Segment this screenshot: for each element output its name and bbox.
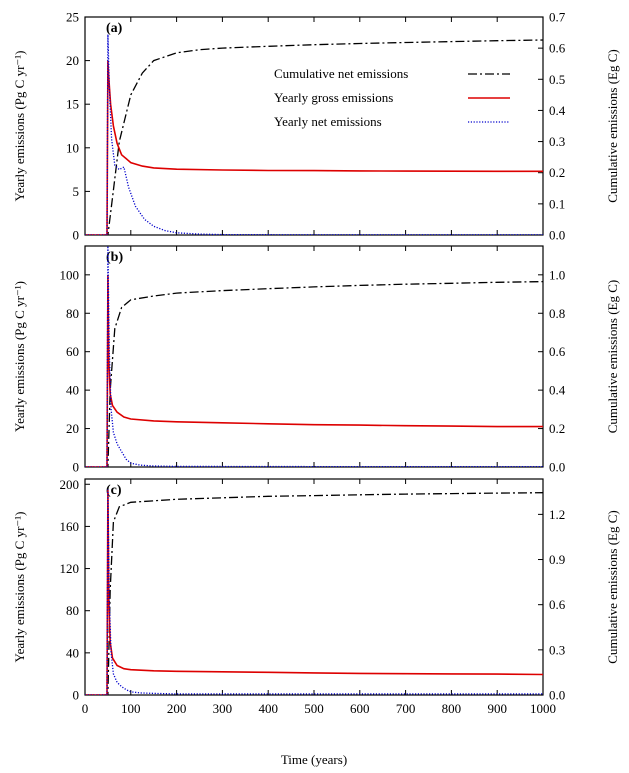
right-axis-label: Cumulative emissions (Eg C): [605, 280, 620, 433]
left-tick-label: 120: [60, 561, 80, 576]
panel-b: 0 20 40 60 80 100 0.0 0.2 0.4 0.6 0.8 1.0 Yearly emi…: [12, 245, 620, 475]
x-tick-label: 500: [304, 701, 324, 716]
panel-label: (b): [106, 250, 123, 265]
legend: Cumulative net emissions Yearly gross emi…: [274, 66, 510, 129]
left-axis-label: Yearly emissions (Pg C yr⁻¹): [12, 512, 27, 663]
legend-label: Cumulative net emissions: [274, 66, 408, 81]
right-tick-label: 0.6: [549, 597, 566, 612]
left-tick-label: 80: [66, 306, 79, 321]
x-tick-label: 300: [213, 701, 233, 716]
legend-entry: Yearly net emissions: [274, 114, 510, 129]
x-tick-label: 100: [121, 701, 141, 716]
panel-c: 0 40 80 120 160 200 0.0 0.3 0.6 0.9 1.2 Yearly emis…: [12, 477, 620, 703]
series-gross: [85, 489, 543, 695]
right-tick-label: 0.3: [549, 134, 565, 149]
panel-frame: [84, 478, 544, 696]
series-cumulative-net: [85, 492, 543, 695]
right-tick-label: 0.4: [549, 383, 566, 398]
right-tick-label: 0.4: [549, 103, 566, 118]
series-net: [85, 489, 543, 695]
right-tick-label: 0.0: [549, 688, 565, 703]
x-tick-label: 900: [487, 701, 507, 716]
left-axis-label: Yearly emissions (Pg C yr⁻¹): [12, 51, 27, 202]
left-tick-label: 80: [66, 603, 79, 618]
right-tick-label: 0.1: [549, 196, 565, 211]
right-tick-label: 1.2: [549, 507, 565, 522]
x-tick-label: 0: [82, 701, 89, 716]
left-tick-label: 0: [73, 228, 80, 243]
series-net: [85, 246, 543, 467]
panel-frame: [84, 245, 544, 468]
panels-group: 0 5 10 15 20 25 0.0 0.1 0.2 0.3 0.4 0.5 0.6 0.7 Yearly…: [12, 10, 620, 703]
x-tick-label: 400: [258, 701, 278, 716]
left-tick-label: 20: [66, 421, 79, 436]
legend-entry: Yearly gross emissions: [274, 90, 510, 105]
right-tick-label: 0.8: [549, 306, 565, 321]
x-tick-label: 800: [442, 701, 462, 716]
right-tick-label: 0.6: [549, 41, 566, 56]
series-net: [85, 34, 543, 235]
panel-label: (a): [106, 21, 123, 36]
left-tick-label: 25: [66, 10, 79, 25]
right-tick-label: 0.0: [549, 460, 565, 475]
left-tick-label: 160: [60, 519, 80, 534]
x-tick-label: 200: [167, 701, 187, 716]
left-tick-label: 5: [73, 184, 80, 199]
x-tick-label: 1000: [530, 701, 556, 716]
left-axis-label: Yearly emissions (Pg C yr⁻¹): [12, 281, 27, 432]
right-tick-label: 0.5: [549, 72, 565, 87]
right-tick-label: 0.3: [549, 642, 565, 657]
legend-label: Yearly gross emissions: [274, 90, 393, 105]
left-tick-label: 15: [66, 97, 79, 112]
right-tick-label: 0.9: [549, 552, 565, 567]
x-tick-label: 600: [350, 701, 370, 716]
series-cumulative-net: [85, 280, 543, 467]
right-tick-label: 0.7: [549, 10, 566, 25]
right-tick-label: 0.2: [549, 421, 565, 436]
x-axis: 0 100 200 300 400 500 600 700 800 900 1000: [82, 701, 556, 716]
right-tick-label: 0.2: [549, 165, 565, 180]
legend-entry: Cumulative net emissions: [274, 66, 510, 81]
left-tick-label: 0: [73, 688, 80, 703]
legend-label: Yearly net emissions: [274, 114, 382, 129]
left-tick-label: 200: [60, 477, 80, 492]
panel-label: (c): [106, 483, 122, 498]
right-tick-label: 0.0: [549, 228, 565, 243]
left-tick-label: 0: [73, 460, 80, 475]
x-tick-label: 700: [396, 701, 416, 716]
right-tick-label: 1.0: [549, 267, 565, 282]
left-tick-label: 60: [66, 344, 79, 359]
series-gross: [85, 60, 543, 235]
right-axis-label: Cumulative emissions (Eg C): [605, 510, 620, 663]
left-tick-label: 40: [66, 645, 79, 660]
right-axis-label: Cumulative emissions (Eg C): [605, 49, 620, 202]
left-tick-label: 100: [60, 267, 80, 282]
x-axis-label: Time (years): [281, 752, 347, 767]
series-cumulative-net: [85, 39, 543, 235]
panel-a: 0 5 10 15 20 25 0.0 0.1 0.2 0.3 0.4 0.5 0.6 0.7 Yearly…: [12, 10, 620, 243]
left-tick-label: 20: [66, 53, 79, 68]
series-gross: [85, 274, 543, 467]
left-tick-label: 10: [66, 140, 79, 155]
right-tick-label: 0.6: [549, 344, 566, 359]
left-tick-label: 40: [66, 383, 79, 398]
